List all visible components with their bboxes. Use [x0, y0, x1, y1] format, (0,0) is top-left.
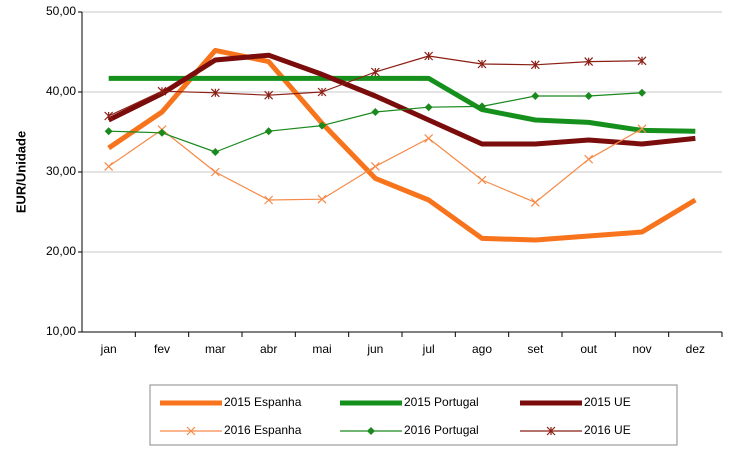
legend-label: 2016 Portugal	[404, 423, 479, 437]
y-tick-label: 40,00	[46, 84, 76, 98]
point-marker	[370, 67, 380, 77]
point-marker	[530, 197, 540, 207]
point-marker	[531, 92, 540, 100]
point-marker	[477, 59, 487, 69]
point-marker	[478, 102, 486, 111]
point-marker	[317, 194, 327, 204]
point-marker	[211, 148, 220, 156]
y-axis-label: EUR/Unidade	[13, 131, 28, 213]
point-marker	[157, 86, 167, 96]
series-line	[108, 75, 696, 134]
legend-label: 2016 Espanha	[224, 423, 302, 437]
y-tick-label: 50,00	[46, 4, 76, 18]
x-tick-label: set	[527, 342, 544, 356]
legend-box	[149, 384, 678, 446]
point-marker	[477, 175, 487, 185]
x-tick-label: dez	[686, 342, 705, 356]
point-marker	[638, 88, 646, 97]
legend-label: 2015 Espanha	[224, 395, 302, 409]
y-tick-label: 20,00	[46, 244, 76, 258]
x-tick-label: jun	[366, 342, 383, 356]
point-marker	[424, 103, 433, 112]
legend-marker	[367, 427, 375, 435]
x-tick-label: jan	[100, 342, 117, 356]
point-marker	[104, 111, 114, 121]
point-marker	[104, 127, 113, 136]
x-tick-label: abr	[260, 342, 277, 356]
legend-marker	[186, 426, 196, 436]
series-line	[107, 52, 696, 147]
x-tick-label: mar	[205, 342, 226, 356]
x-tick-label: fev	[154, 342, 170, 356]
x-tick-label: nov	[632, 342, 651, 356]
series-line	[108, 55, 643, 117]
x-tick-label: out	[580, 342, 597, 356]
point-marker	[264, 90, 274, 100]
point-marker	[637, 124, 647, 134]
x-tick-label: ago	[472, 342, 492, 356]
point-marker	[264, 195, 274, 205]
point-marker	[317, 87, 327, 97]
x-tick-label: jul	[422, 342, 435, 356]
point-marker	[424, 133, 434, 143]
point-marker	[370, 161, 380, 171]
point-marker	[584, 57, 594, 67]
series-line	[107, 47, 697, 243]
point-marker	[158, 128, 166, 137]
legend-label: 2015 UE	[584, 395, 631, 409]
legend-label: 2016 UE	[584, 423, 631, 437]
point-marker	[210, 88, 220, 98]
legend-label: 2015 Portugal	[404, 395, 479, 409]
point-marker	[584, 154, 594, 164]
point-marker	[584, 92, 593, 100]
point-marker	[318, 121, 326, 130]
y-tick-label: 10,00	[46, 324, 76, 338]
point-marker	[637, 56, 647, 66]
legend-marker	[546, 426, 556, 436]
point-marker	[530, 60, 540, 70]
y-tick-label: 30,00	[46, 164, 76, 178]
point-marker	[210, 167, 220, 177]
point-marker	[371, 108, 380, 116]
point-marker	[264, 127, 273, 136]
point-marker	[104, 161, 114, 171]
x-tick-label: mai	[312, 342, 331, 356]
point-marker	[424, 51, 434, 61]
